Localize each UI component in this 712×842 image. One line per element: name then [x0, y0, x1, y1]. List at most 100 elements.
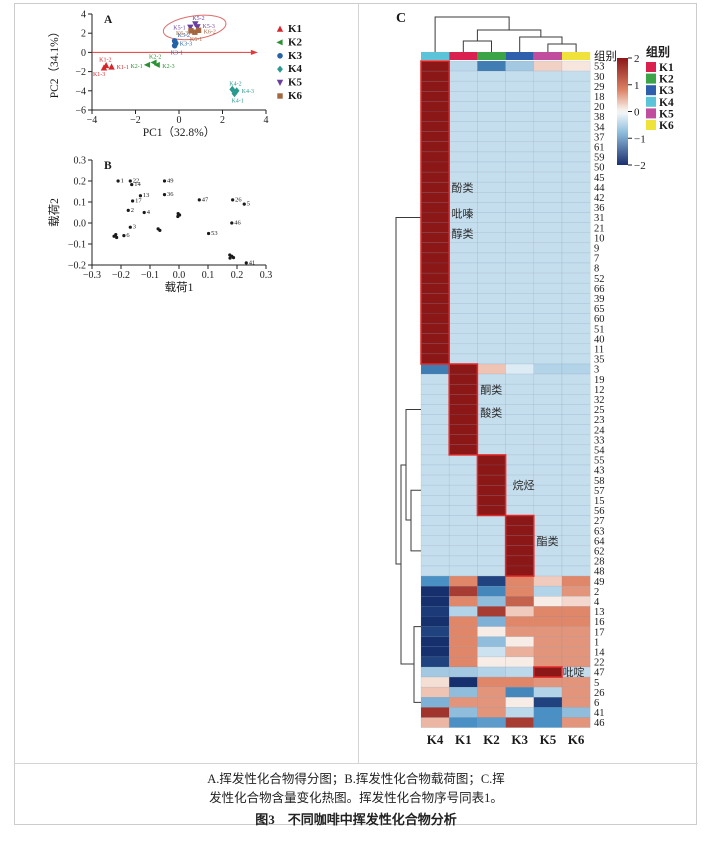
heatmap-cell	[420, 282, 450, 294]
caption-line-1: A.挥发性化合物得分图；B.挥发性化合物载荷图；C.挥	[207, 772, 505, 786]
legend-swatch	[646, 96, 656, 107]
scatter-point	[116, 179, 120, 183]
heatmap-cell	[561, 70, 591, 82]
caption-title: 图3 不同咖啡中挥发性化合物分析	[255, 812, 457, 827]
heatmap-cell	[561, 383, 591, 395]
heatmap-cell	[533, 313, 563, 324]
heatmap-cell	[420, 676, 450, 688]
panel-divider-vertical	[358, 3, 359, 763]
heatmap-cell	[533, 373, 563, 385]
heatmap-cell	[505, 414, 535, 425]
heatmap-row-label: 22	[594, 658, 605, 669]
heatmap-cell	[561, 474, 591, 486]
heatmap-cell	[533, 505, 563, 516]
heatmap-cell	[505, 60, 535, 72]
heatmap-cell	[477, 333, 506, 345]
heatmap-row-label: 43	[594, 466, 605, 477]
heatmap-row-label: 28	[594, 557, 605, 568]
heatmap-cell	[533, 454, 563, 466]
heatmap-cell	[505, 161, 535, 173]
colorbar-tick-label: −1	[634, 133, 646, 145]
heatmap-cell	[561, 545, 591, 557]
heatmap-cell	[533, 434, 563, 446]
legend-label: K2	[288, 36, 303, 48]
heatmap-row-label: 14	[594, 647, 605, 658]
scatter-point	[142, 210, 146, 215]
heatmap-cell	[477, 252, 506, 264]
heatmap-cell	[448, 363, 478, 375]
heatmap-cell	[448, 80, 478, 92]
heatmap-cell	[420, 596, 450, 607]
colorbar-tick-label: 1	[634, 80, 640, 92]
legend-marker	[277, 93, 283, 99]
heatmap-row-label: 54	[594, 445, 605, 456]
heatmap-cell	[533, 242, 563, 254]
legend-swatch	[646, 73, 656, 84]
heatmap-cell	[505, 313, 535, 324]
heatmap-cell	[533, 717, 563, 728]
scatter-point	[128, 179, 132, 183]
panel-b-loading-plot: −0.3 −0.2 −0.1 0.0 0.1 0.2 0.3−0.2−0.10.00.10.…	[48, 156, 272, 295]
heatmap-cell	[448, 404, 478, 415]
heatmap-cell	[561, 323, 591, 334]
heatmap-cell	[420, 323, 450, 334]
heatmap-cell	[448, 343, 478, 355]
colorbar-tick-label: 2	[634, 53, 640, 65]
scatter-point	[229, 85, 236, 93]
heatmap-cell	[448, 525, 478, 536]
panel-letter: A	[104, 14, 113, 26]
heatmap-cell	[477, 242, 506, 254]
y-tick-label: 0	[81, 48, 86, 59]
row-dendrogram	[395, 217, 421, 565]
heatmap-cell	[561, 596, 591, 607]
heatmap-cell	[477, 464, 506, 476]
compound-class-annotation: 酸类	[480, 405, 502, 419]
heatmap-cell	[477, 313, 506, 324]
heatmap-cell	[561, 232, 591, 244]
heatmap-row-label: 3	[594, 365, 599, 376]
point-label: 13	[143, 192, 150, 199]
heatmap-row-label: 63	[594, 526, 605, 537]
heatmap-cell	[533, 60, 563, 72]
heatmap-cell	[477, 495, 506, 506]
heatmap-cell	[533, 202, 563, 213]
heatmap-row-label: 17	[594, 627, 605, 638]
heatmap-cell	[505, 252, 535, 264]
row-dendrogram	[410, 489, 421, 552]
scatter-point	[188, 28, 194, 34]
heatmap-row-label: 52	[594, 274, 605, 285]
heatmap-cell	[533, 222, 563, 233]
legend-label: K3	[288, 50, 303, 62]
compound-class-annotation: 吡啶	[563, 665, 585, 679]
panel-letter: B	[104, 160, 112, 172]
heatmap-cell	[533, 646, 563, 658]
heatmap-cell	[448, 333, 478, 345]
heatmap-cell	[533, 282, 563, 294]
y-axis-title: PC2（34.1%）	[48, 26, 61, 99]
x-axis-title: PC1（32.8%）	[143, 126, 216, 139]
heatmap-cell	[505, 464, 535, 476]
heatmap-cell	[448, 444, 478, 456]
compound-class-annotation: 醇类	[451, 227, 473, 241]
heatmap-cell	[420, 121, 450, 132]
heatmap-cell	[420, 414, 450, 425]
heatmap-cell	[477, 212, 506, 223]
heatmap-row-label: 37	[594, 132, 605, 143]
scatter-point	[131, 199, 135, 203]
heatmap-cell	[533, 515, 563, 526]
heatmap-cell	[561, 434, 591, 446]
scatter-point	[192, 29, 198, 35]
heatmap-cell	[505, 535, 535, 547]
heatmap-cell	[533, 363, 563, 375]
heatmap-cell	[505, 545, 535, 557]
point-label: K2-2	[149, 54, 161, 60]
heatmap-cell	[505, 363, 535, 375]
y-tick-label: 0.2	[74, 177, 87, 188]
heatmap-cell	[561, 535, 591, 547]
x-tick-label: −0.3	[83, 270, 101, 281]
heatmap-cell	[448, 414, 478, 425]
figure-caption: A.挥发性化合物得分图；B.挥发性化合物载荷图；C.挥 发性化合物含量变化热图。…	[15, 770, 697, 829]
y-tick-label: −4	[75, 86, 86, 97]
cluster-ellipse	[162, 14, 227, 41]
heatmap-cell	[533, 666, 563, 678]
